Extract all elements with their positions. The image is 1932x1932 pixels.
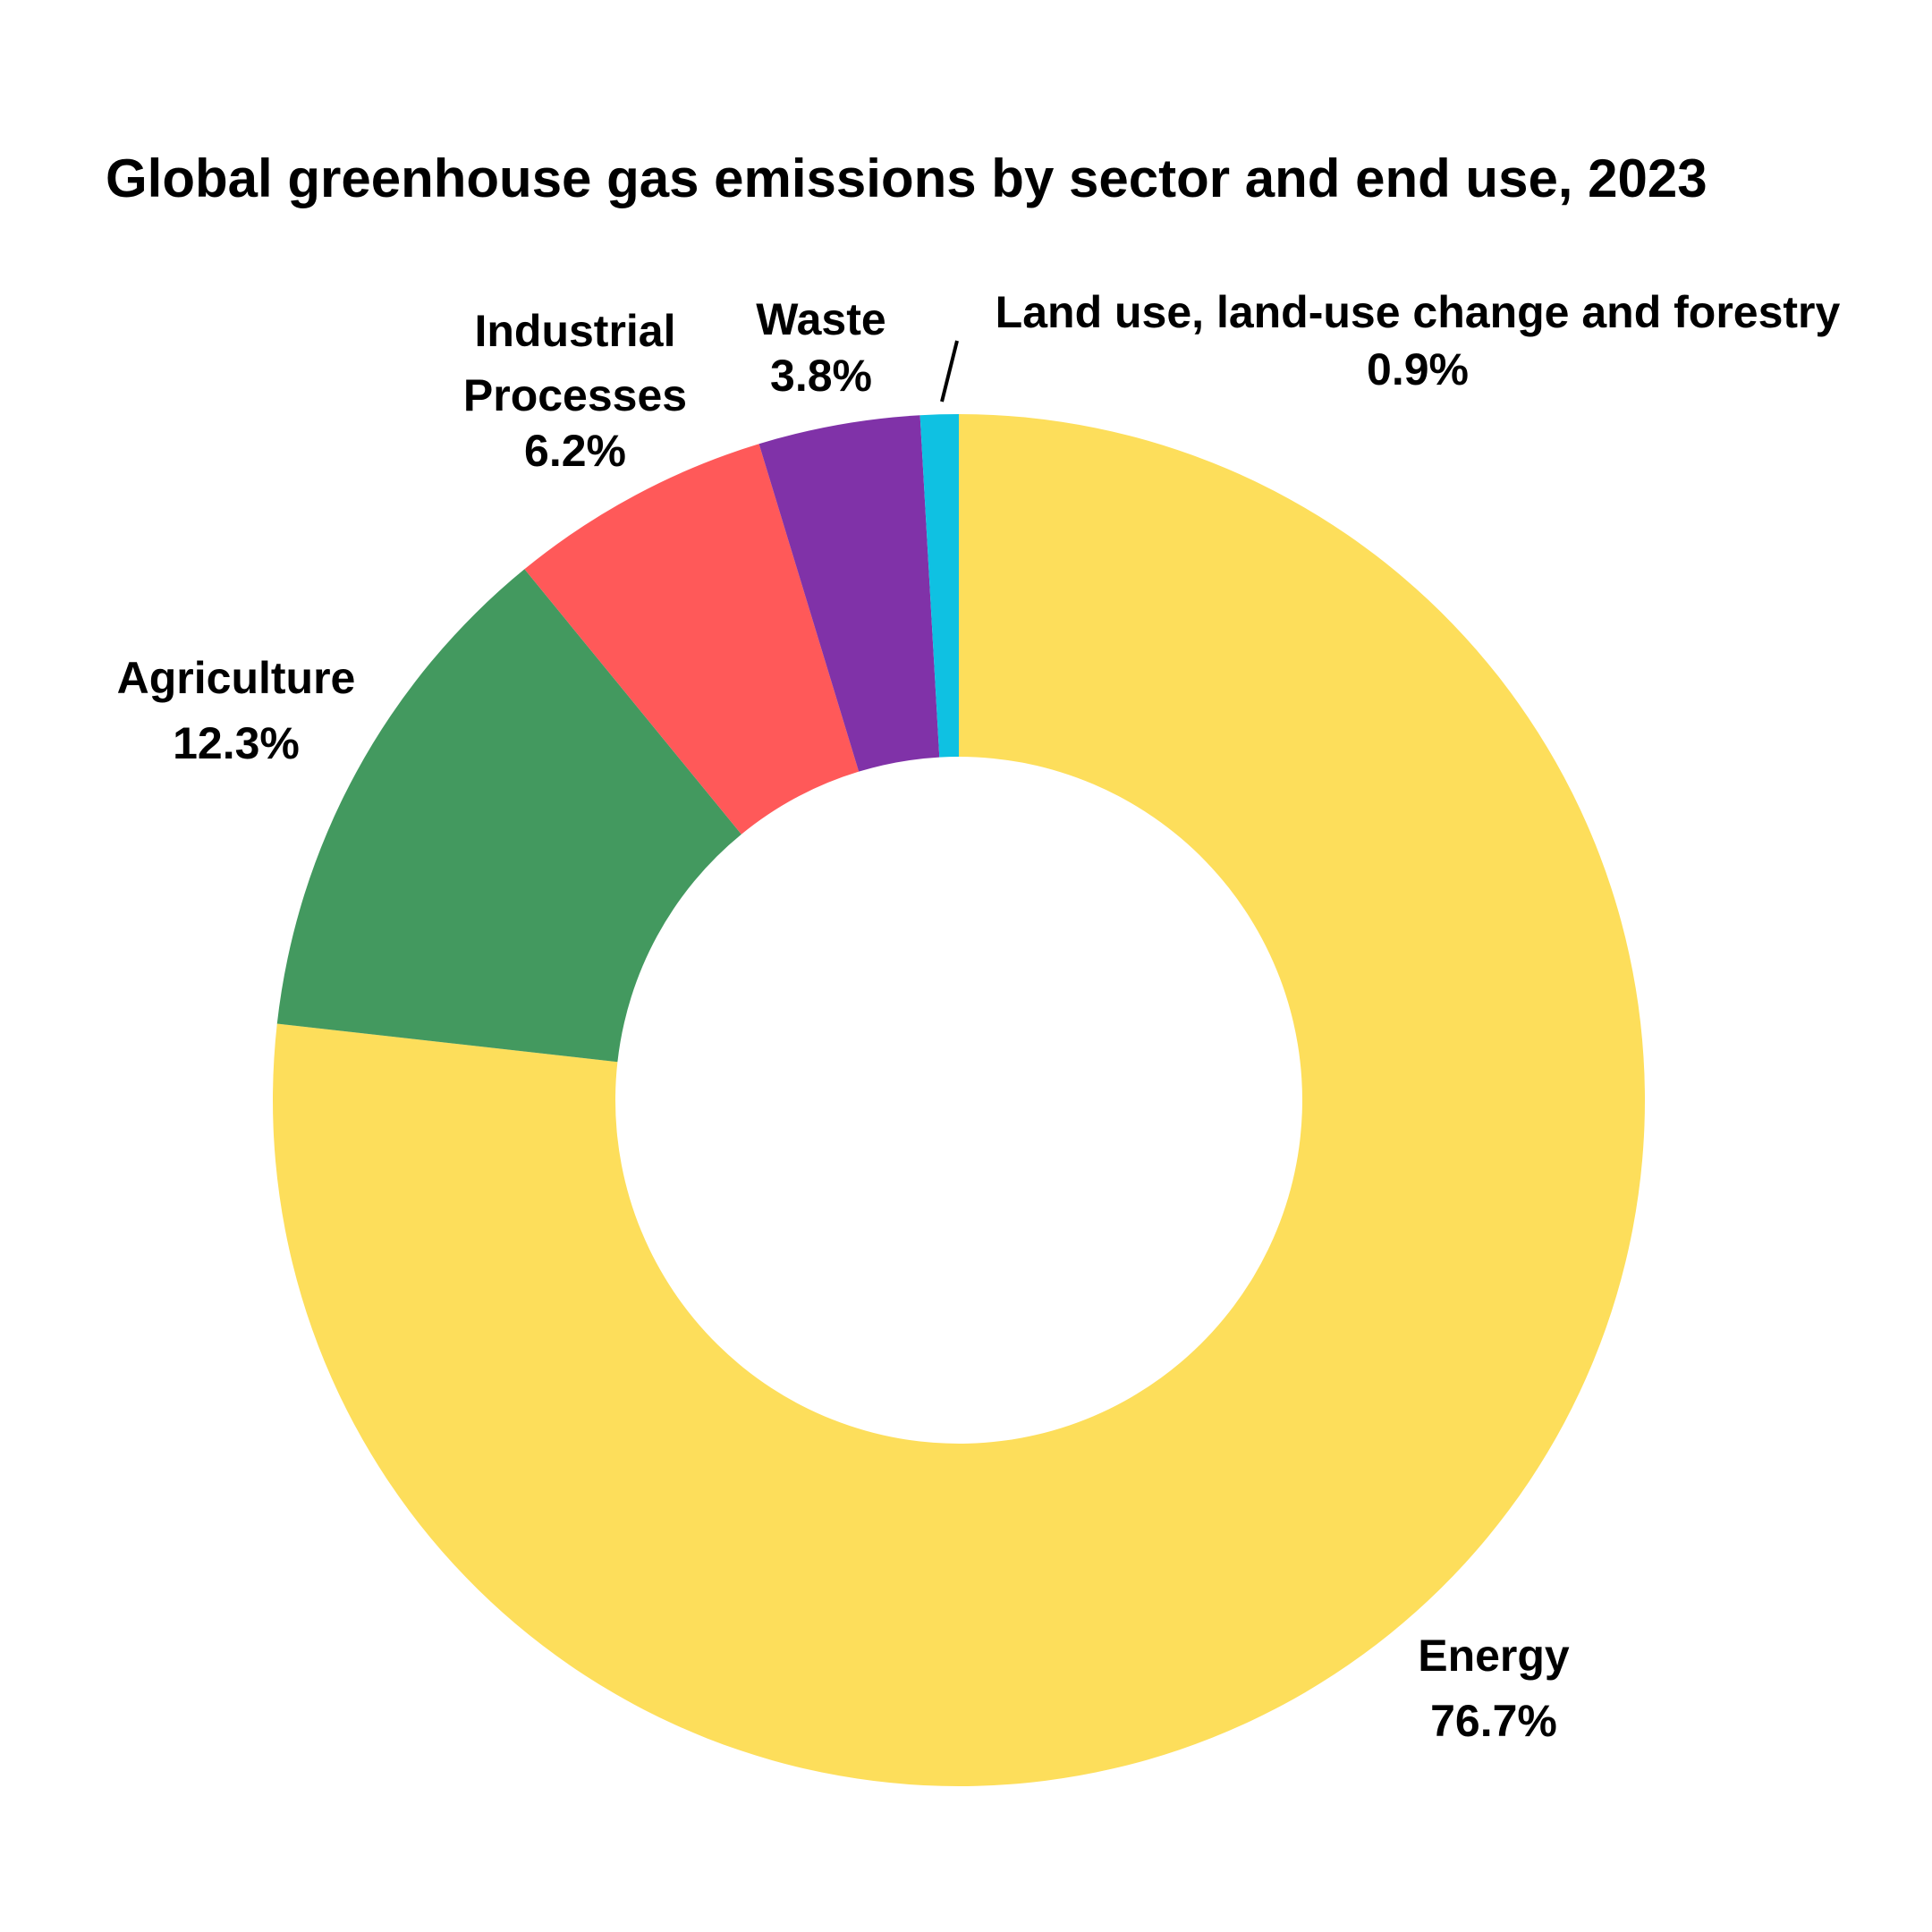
- agriculture-label: Agriculture: [117, 653, 356, 703]
- land-use-label: Land use, land-use change and forestry: [996, 287, 1841, 337]
- industrial-processes-value-label: 6.2%: [524, 426, 626, 476]
- donut-slices: [273, 414, 1645, 1786]
- energy-value-label: 76.7%: [1430, 1696, 1557, 1746]
- industrial-processes-label-line1: Industrial: [474, 306, 675, 356]
- energy-label: Energy: [1418, 1631, 1570, 1681]
- industrial-processes-label-line2: Processes: [463, 370, 687, 420]
- chart-title: Global greenhouse gas emissions by secto…: [106, 148, 1707, 208]
- slice-energy: [273, 414, 1645, 1786]
- slice-land-use-land-use-change-and-forestry: [919, 414, 959, 758]
- agriculture-value-label: 12.3%: [173, 718, 300, 768]
- waste-value-label: 3.8%: [770, 351, 872, 401]
- slice-waste: [758, 415, 940, 772]
- slice-agriculture: [276, 569, 741, 1063]
- land-use-leader-line: [940, 340, 959, 402]
- land-use-value-label: 0.9%: [1367, 344, 1469, 394]
- waste-label: Waste: [756, 294, 886, 344]
- slice-industrial-processes: [524, 444, 860, 835]
